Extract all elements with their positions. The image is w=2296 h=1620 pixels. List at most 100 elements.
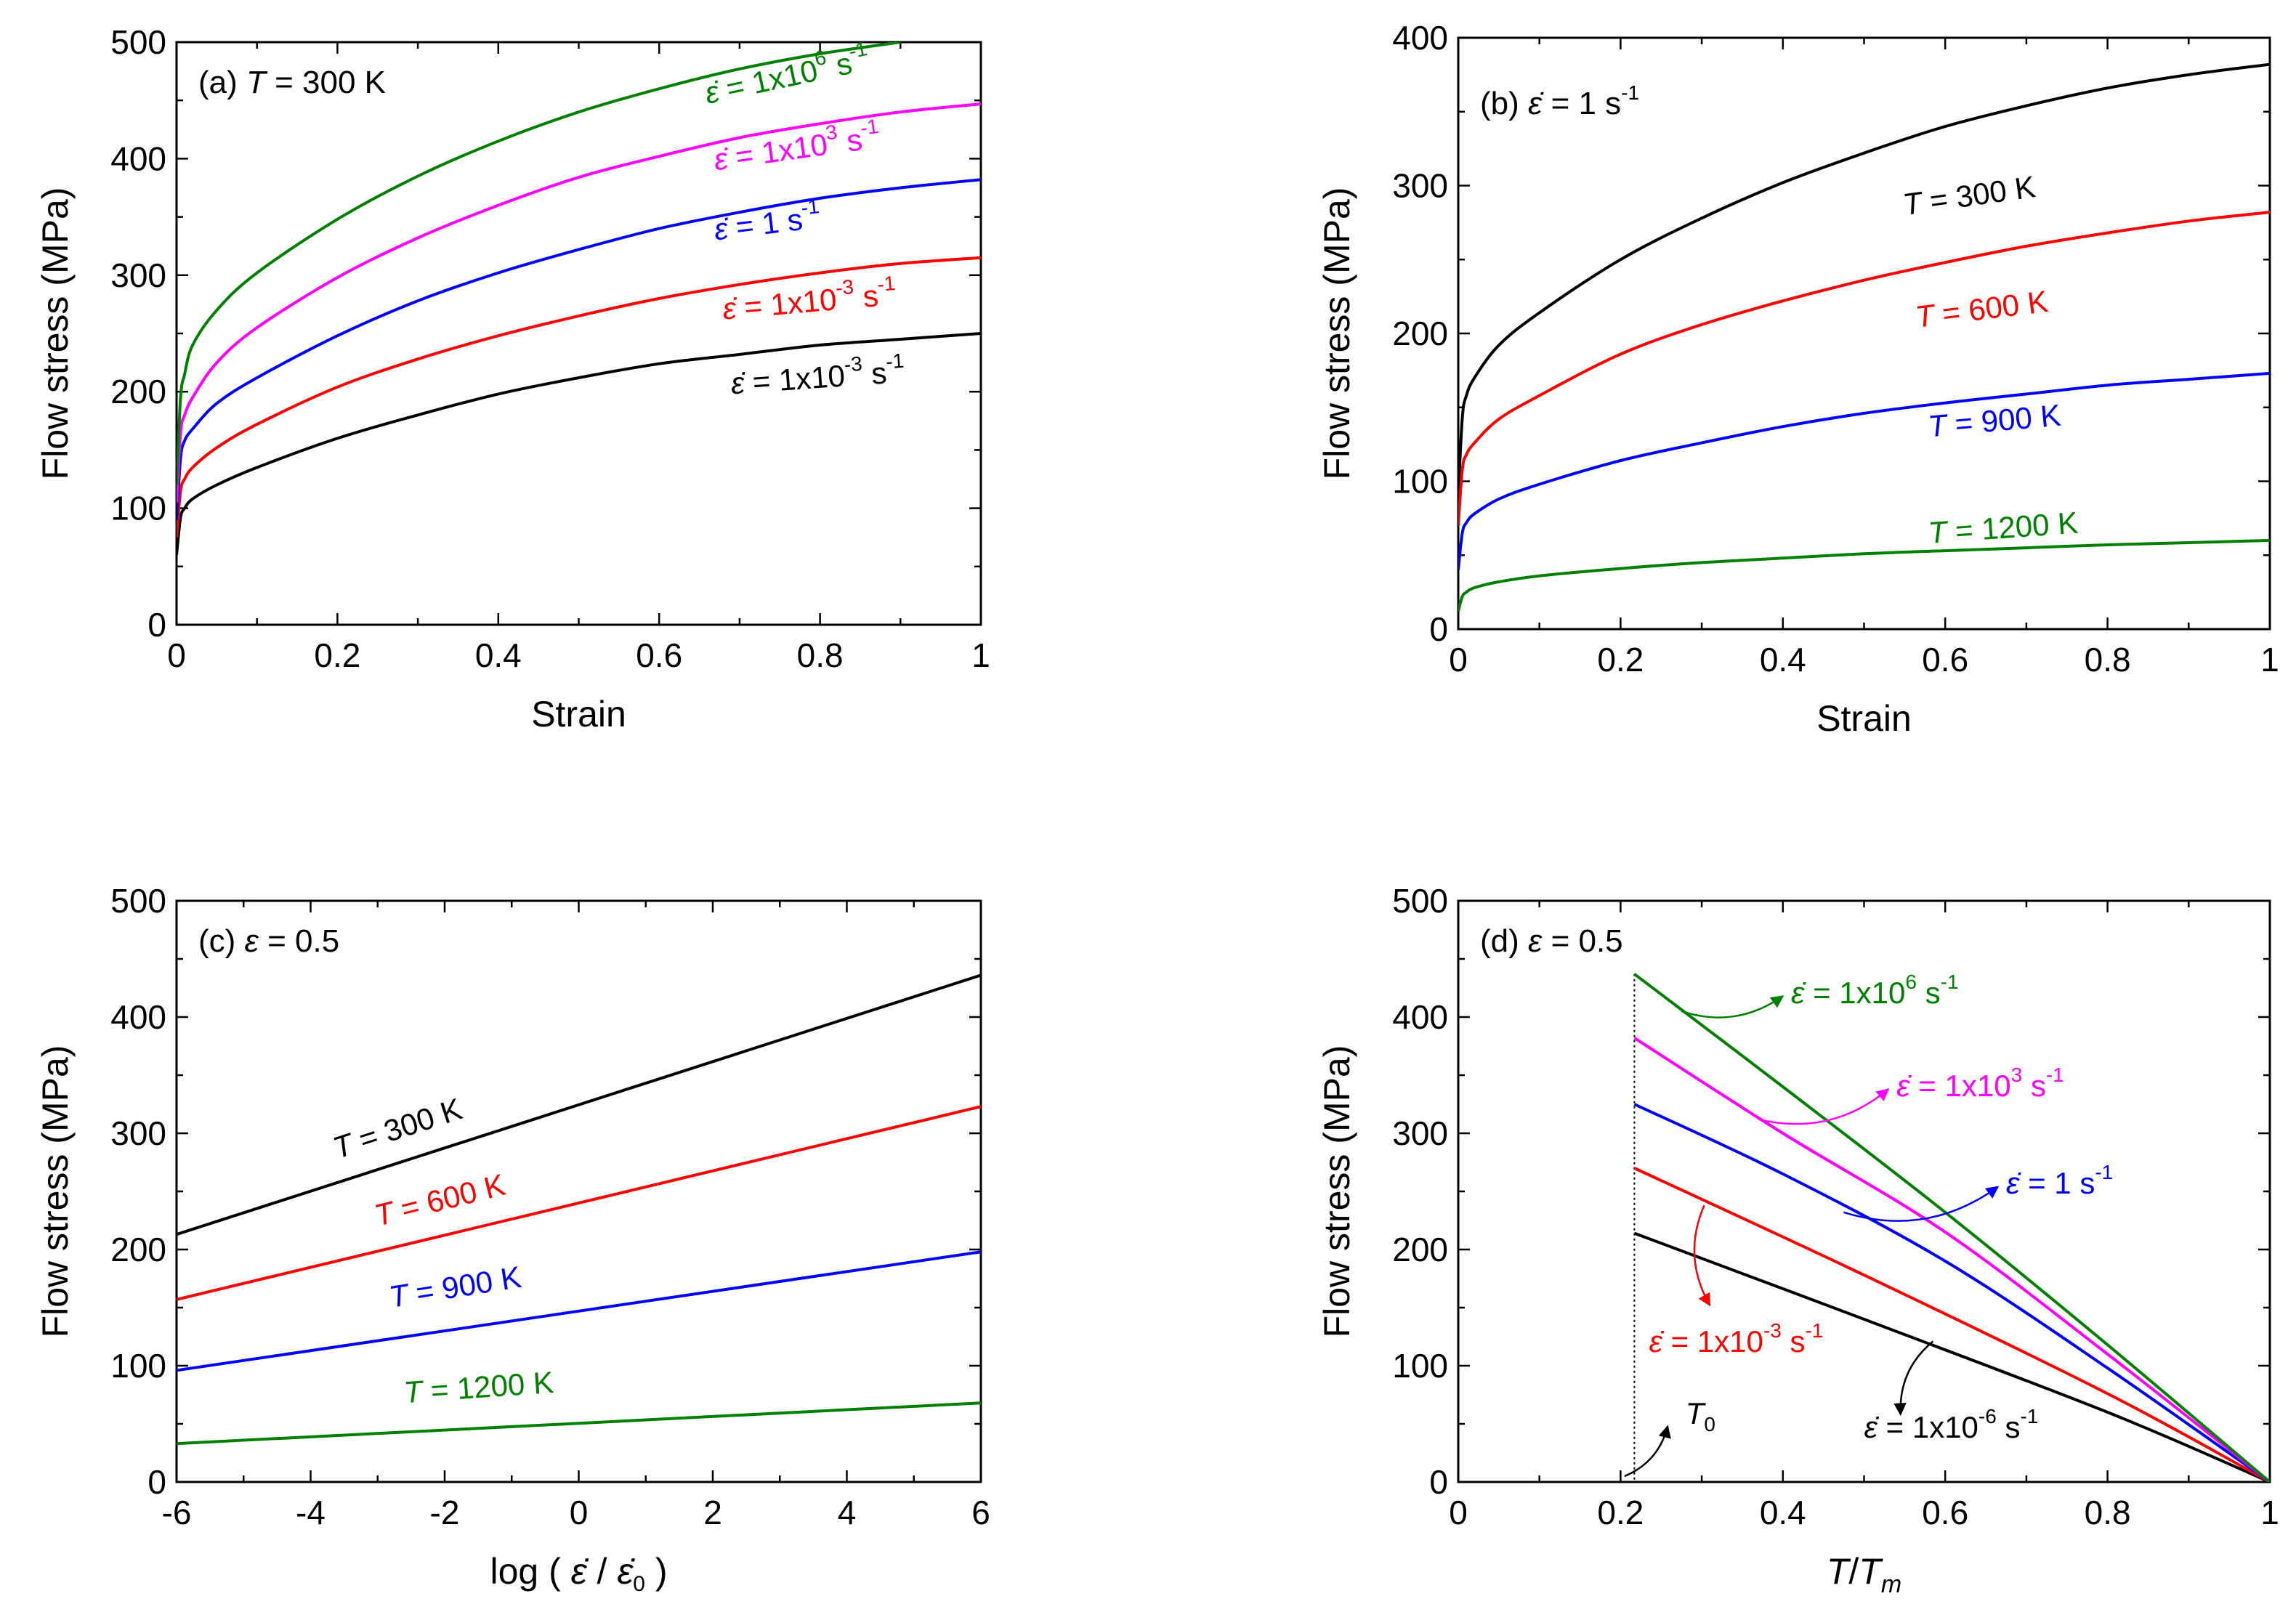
series-line-4	[177, 1401, 981, 1446]
y-axis-title: Flow stress (MPa)	[35, 1045, 76, 1338]
curve-label: T = 300 K	[329, 1091, 466, 1165]
y-tick-label: 200	[110, 1231, 166, 1268]
series-line-1	[1458, 62, 2270, 496]
x-tick-label: -4	[296, 1494, 326, 1531]
curve-label: T = 900 K	[387, 1260, 523, 1314]
y-tick-label: 0	[147, 606, 166, 644]
y-tick-label: 300	[110, 1114, 166, 1152]
series-line-2	[177, 1105, 981, 1301]
curve-label: T = 900 K	[1927, 398, 2063, 444]
annotation-arrow	[1624, 1425, 1671, 1478]
y-tick-label: 300	[110, 256, 166, 294]
curve-label: T = 600 K	[371, 1167, 509, 1233]
x-axis-title: T/Tm	[1827, 1551, 1901, 1598]
series-line-3	[1458, 371, 2270, 570]
x-tick-label: 0.6	[636, 636, 682, 674]
x-tick-label: 1	[2260, 1494, 2279, 1531]
x-tick-label: 0.6	[1922, 1494, 1968, 1531]
curve-label: T = 300 K	[1901, 169, 2037, 222]
y-axis-title: Flow stress (MPa)	[1317, 1045, 1357, 1338]
x-tick-label: 0.2	[1597, 641, 1644, 679]
x-tick-label: -6	[162, 1494, 192, 1531]
annotation-arrow	[1843, 1186, 2000, 1222]
series-line-4	[177, 102, 981, 503]
panel-label: (a) T = 300 K	[198, 65, 386, 100]
y-axis-title: Flow stress (MPa)	[35, 187, 76, 480]
y-tick-label: 200	[110, 373, 166, 410]
series-line-2	[1633, 1167, 2270, 1482]
y-tick-label: 0	[147, 1463, 166, 1501]
y-tick-label: 400	[1392, 998, 1448, 1036]
panel-c-flow-stress-vs-log-strain-rate: -6 -4 -2 0 2 4 6 0 100 200 300 400 500 Flow stress (M…	[35, 882, 990, 1596]
y-tick-label: 400	[110, 139, 166, 177]
series-line-2	[1458, 211, 2270, 526]
series-line-1	[1633, 1231, 2270, 1482]
series-line-1	[177, 973, 981, 1236]
curve-label: ε̇ = 1x103 s-1	[1896, 1064, 2064, 1103]
plot-frame	[1457, 36, 2271, 631]
y-tick-label: 200	[1392, 1231, 1448, 1268]
curve-label: T = 1200 K	[403, 1365, 554, 1409]
annotation-arrow	[1693, 1204, 1711, 1307]
curve-label: T = 1200 K	[1927, 506, 2079, 550]
x-tick-label: 0.6	[1922, 641, 1968, 679]
t0-label: T0	[1686, 1396, 1715, 1435]
x-axis-title: Strain	[531, 694, 626, 734]
panel-a-flow-stress-vs-strain: 0 0.2 0.4 0.6 0.8 1 0 100 200 300 400 500 Flow stres…	[35, 23, 990, 734]
plot-frame	[175, 899, 982, 1483]
series-line-5	[177, 42, 901, 485]
y-tick-label: 100	[110, 1347, 166, 1385]
series-line-2	[177, 256, 981, 538]
curve-label: ε̇ = 1 s-1	[2006, 1161, 2113, 1200]
y-tick-label: 100	[110, 490, 166, 527]
series-line-4	[1458, 538, 2270, 612]
series-line-4	[1633, 1037, 2270, 1482]
series-line-3	[177, 1250, 981, 1372]
curve-label: ε̇ = 1 s-1	[711, 195, 822, 247]
y-tick-label: 500	[110, 23, 166, 61]
x-tick-label: 0.4	[475, 636, 522, 674]
panel-label: (b) ε̇ = 1 s-1	[1480, 81, 1639, 121]
curve-label: ε̇ = 1x10-3 s-1	[721, 272, 898, 326]
panel-d-flow-stress-vs-homologous-temperature: 0 0.2 0.4 0.6 0.8 1 0 100 200 300 400 500 Flow stres…	[1317, 882, 2279, 1598]
y-tick-label: 500	[110, 882, 166, 920]
y-tick-label: 0	[1429, 610, 1448, 648]
x-tick-label: 0.2	[1597, 1494, 1644, 1531]
y-tick-label: 0	[1429, 1463, 1448, 1501]
x-tick-label: 0.4	[1760, 1494, 1806, 1531]
series-line-3	[1633, 1103, 2270, 1482]
annotation-arrow	[1681, 995, 1784, 1018]
x-tick-label: -2	[430, 1494, 460, 1531]
series-line-3	[177, 178, 981, 520]
y-tick-label: 200	[1392, 315, 1448, 352]
y-axis-title: Flow stress (MPa)	[1317, 187, 1357, 480]
curve-label: ε̇ = 1x10-6 s-1	[1864, 1405, 2039, 1444]
panel-label: (d) ε = 0.5	[1480, 923, 1623, 959]
annotation-arrow	[1758, 1088, 1890, 1125]
series-line-5	[1633, 973, 2270, 1482]
curve-label: T = 600 K	[1913, 284, 2050, 334]
panel-label: (c) ε = 0.5	[198, 923, 339, 959]
curve-label: ε̇ = 1x10-3 s-1	[1649, 1319, 1823, 1358]
x-tick-label: 2	[703, 1494, 722, 1531]
annotation-arrow	[1893, 1340, 1934, 1416]
x-tick-label: 0.4	[1760, 641, 1806, 679]
panel-b-flow-stress-vs-strain: 0 0.2 0.4 0.6 0.8 1 0 100 200 300 400 Flow stress (…	[1317, 19, 2279, 739]
x-tick-label: 4	[838, 1494, 857, 1531]
x-tick-label: 0	[1449, 641, 1468, 679]
x-tick-label: 0.2	[314, 636, 360, 674]
x-axis-title: Strain	[1816, 698, 1912, 739]
y-tick-label: 100	[1392, 1347, 1448, 1385]
curve-label: ε̇ = 1x103 s-1	[711, 115, 882, 177]
y-tick-label: 400	[110, 998, 166, 1036]
x-tick-label: 0	[570, 1494, 589, 1531]
y-tick-label: 500	[1392, 882, 1448, 920]
curve-label: ε̇ = 1x106 s-1	[1791, 971, 1959, 1010]
x-axis-title: log ( ε̇ / ε̇0 )	[490, 1551, 667, 1596]
x-tick-label: 1	[2260, 641, 2279, 679]
series-line-1	[177, 332, 981, 556]
y-tick-label: 300	[1392, 1114, 1448, 1152]
x-tick-label: 0	[167, 636, 186, 674]
y-tick-label: 300	[1392, 167, 1448, 205]
